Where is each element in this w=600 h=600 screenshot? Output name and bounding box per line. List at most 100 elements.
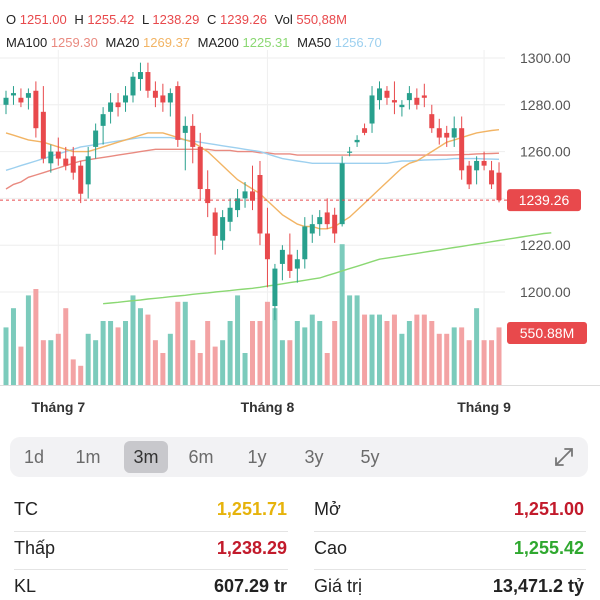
candle-body: [3, 97, 9, 105]
candle: [123, 86, 129, 112]
candle: [421, 83, 427, 108]
volume-bar: [444, 333, 450, 385]
volume-bar: [309, 314, 315, 385]
candle: [406, 86, 412, 110]
x-axis-label: Tháng 7: [31, 399, 85, 415]
candle-body: [145, 72, 151, 91]
candle-body: [115, 102, 121, 108]
expand-icon[interactable]: [552, 445, 576, 469]
candle-body: [391, 100, 397, 103]
volume-bar: [264, 301, 270, 385]
candle: [18, 88, 24, 108]
candle: [414, 88, 420, 110]
candle: [182, 116, 188, 171]
candle-body: [108, 102, 114, 112]
candle-body: [257, 175, 263, 234]
candle: [235, 189, 241, 218]
price-chart[interactable]: 1300.001280.001260.001240.001220.001200.…: [0, 50, 600, 420]
candle: [272, 263, 278, 321]
ma200-line: [103, 232, 552, 305]
candle: [130, 72, 136, 103]
open-label: Mở: [314, 499, 341, 519]
candle-body: [279, 249, 285, 264]
volume-bar: [489, 340, 495, 385]
volume-bar: [287, 340, 293, 385]
candle-body: [70, 156, 76, 173]
candle-body: [18, 97, 24, 103]
candle: [459, 116, 465, 180]
candle-body: [302, 226, 308, 260]
candle-body: [339, 163, 345, 225]
candle: [78, 160, 84, 204]
candle: [250, 165, 256, 211]
candle: [377, 81, 382, 110]
candle: [55, 137, 61, 166]
period-3y[interactable]: 3y: [304, 447, 324, 467]
candle: [93, 123, 99, 159]
volume-bar: [429, 321, 435, 385]
volume-bar: [48, 340, 54, 385]
ma100-value: 1259.30: [50, 35, 98, 50]
volume-bar: [406, 321, 412, 385]
volume-bar: [474, 308, 480, 385]
period-5y[interactable]: 5y: [360, 447, 380, 467]
candle: [205, 170, 211, 218]
candle: [347, 146, 353, 157]
period-1y[interactable]: 1y: [247, 447, 267, 467]
period-1d[interactable]: 1d: [23, 447, 45, 467]
candle: [85, 146, 91, 199]
candle-body: [220, 217, 226, 241]
candle-body: [40, 111, 46, 159]
ma-readout: MA100 1259.30 MA20 1269.37 MA200 1225.31…: [6, 35, 382, 50]
volume-bar: [324, 353, 330, 385]
candle: [100, 107, 106, 145]
candle: [25, 88, 31, 110]
candle-body: [384, 90, 390, 98]
candle-body: [414, 97, 420, 105]
candle-body: [212, 212, 218, 236]
period-1m[interactable]: 1m: [75, 447, 101, 467]
candle: [332, 207, 338, 243]
close-value: 1239.26: [220, 12, 268, 27]
volume-bar: [451, 327, 457, 385]
candle-body: [489, 170, 495, 185]
volume-bar: [70, 359, 76, 385]
candle-body: [152, 90, 158, 98]
candle-body: [167, 93, 173, 103]
volume-bar: [167, 333, 173, 385]
volume-bar: [414, 314, 420, 385]
volume-bar: [279, 340, 285, 385]
volume-bar: [197, 353, 203, 385]
price-tick-label: 1220.00: [520, 237, 571, 253]
candle-body: [264, 233, 270, 260]
volume-bar: [93, 340, 99, 385]
period-3m[interactable]: 3m: [124, 441, 168, 473]
open-value: 1251.00: [19, 12, 67, 27]
candle: [362, 123, 368, 136]
candle: [429, 104, 435, 133]
volume-bar: [466, 340, 472, 385]
candle: [399, 100, 405, 117]
price-tick-label: 1200.00: [520, 284, 571, 300]
volume-bar: [294, 321, 300, 385]
candle-body: [451, 128, 457, 138]
candle-body: [421, 95, 427, 98]
volume-bar: [25, 295, 31, 385]
candle-body: [25, 93, 31, 98]
volume-bar: [421, 314, 427, 385]
candle-body: [205, 189, 211, 204]
candle-body: [123, 95, 129, 103]
volume-bar: [384, 321, 390, 385]
candle-body: [429, 114, 435, 129]
volume-bar: [436, 333, 442, 385]
candle: [264, 207, 270, 288]
value-stat-value: 13,471.2 tỷ: [492, 576, 584, 596]
volume-bar: [145, 314, 151, 385]
volume-bar: [130, 295, 136, 385]
candle-body: [250, 191, 256, 201]
high-label: Cao: [314, 538, 348, 558]
candle-body: [78, 165, 84, 194]
volume-bar: [152, 340, 158, 385]
candle: [257, 160, 263, 246]
period-6m[interactable]: 6m: [188, 447, 214, 467]
